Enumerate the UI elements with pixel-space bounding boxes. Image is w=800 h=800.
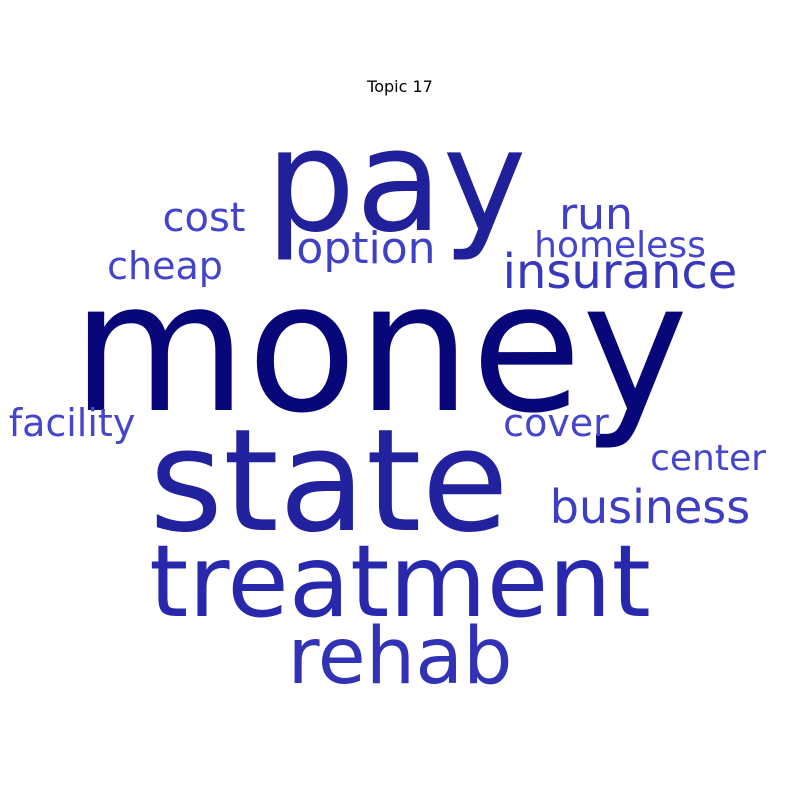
word-insurance: insurance [503,244,738,300]
word-state: state [149,399,509,564]
word-cover: cover [503,401,609,445]
chart-title: Topic 17 [366,77,433,96]
word-center: center [650,438,766,479]
word-homeless: homeless [534,225,706,266]
word-cost: cost [163,195,246,241]
word-run: run [559,189,633,240]
word-cheap: cheap [107,244,223,288]
word-rehab: rehab [287,612,512,702]
word-option: option [296,223,435,274]
word-money: money [72,244,689,453]
word-business: business [550,480,751,534]
word-facility: facility [9,401,136,445]
word-treatment: treatment [149,523,651,640]
word-pay: pay [265,99,526,264]
